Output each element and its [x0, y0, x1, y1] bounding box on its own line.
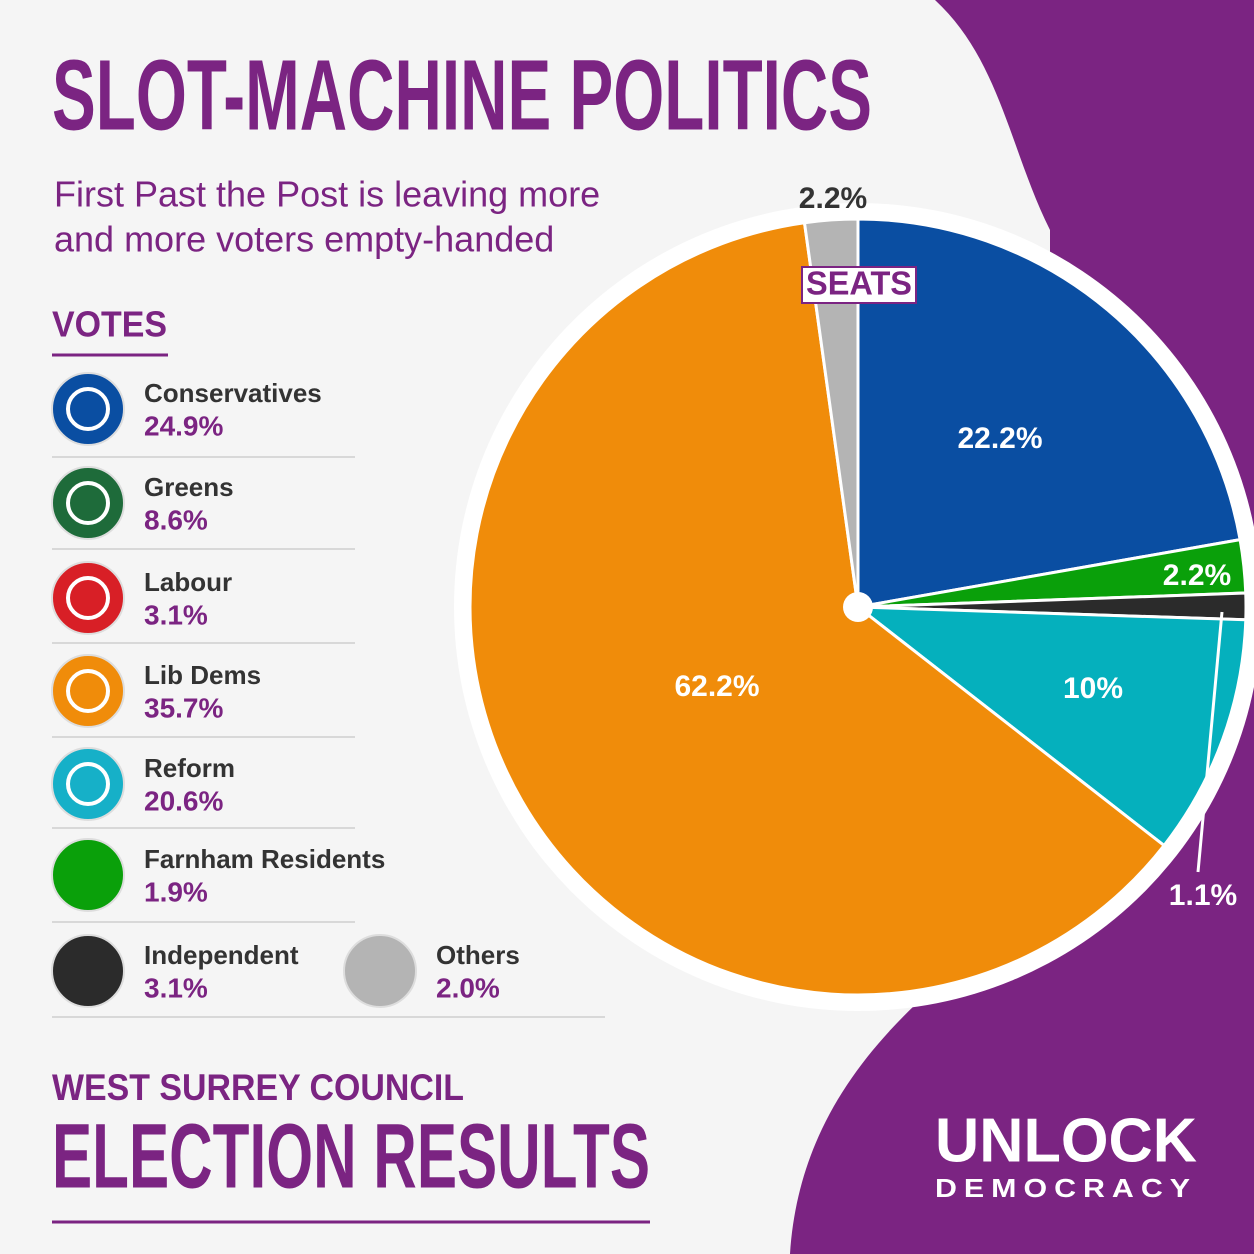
party-vote-share: 24.9%: [144, 410, 223, 441]
subtitle: and more voters empty-handed: [54, 219, 554, 260]
footer-headline: ELECTION RESULTS: [52, 1105, 650, 1207]
slice-label: 2.2%: [1163, 559, 1231, 592]
legend: Conservatives24.9%Greens8.6%Labour3.1%Li…: [51, 372, 605, 1018]
party-name: Lib Dems: [144, 660, 261, 690]
party-logo: [51, 838, 125, 912]
party-logo: [51, 466, 125, 540]
slice-label: 22.2%: [957, 422, 1042, 455]
party-vote-share: 2.0%: [436, 972, 500, 1003]
party-name: Farnham Residents: [144, 844, 385, 874]
pie-slice: [856, 217, 1242, 609]
legend-title: VOTES: [52, 304, 167, 345]
brand-tagline: DEMOCRACY: [935, 1173, 1197, 1203]
party-name: Labour: [144, 567, 232, 597]
party-vote-share: 3.1%: [144, 599, 208, 630]
party-name: Greens: [144, 472, 234, 502]
subtitle: First Past the Post is leaving more: [54, 174, 600, 215]
seats-box: [801, 266, 917, 304]
slice-label: 10%: [1063, 672, 1123, 705]
title: SLOT-MACHINE POLITICS: [52, 39, 872, 151]
purple-panel: [790, 0, 1254, 1254]
party-vote-share: 3.1%: [144, 972, 208, 1003]
logo-emblem: [66, 576, 110, 620]
party-logo: [51, 747, 125, 821]
pie-slice: [468, 221, 1167, 997]
party-logo: [51, 654, 125, 728]
pie-slice: [853, 605, 1248, 848]
logo-emblem: [66, 762, 110, 806]
pie-label: SEATS: [806, 265, 912, 302]
party-name: Others: [436, 940, 520, 970]
pie-center: [843, 592, 873, 622]
footer-kicker: WEST SURREY COUNCIL: [52, 1067, 464, 1108]
pie-slice: [802, 217, 860, 608]
party-name: Reform: [144, 753, 235, 783]
logo-emblem: [66, 481, 110, 525]
party-logo: [343, 934, 417, 1008]
party-vote-share: 8.6%: [144, 504, 208, 535]
party-logo: [51, 934, 125, 1008]
party-logo: [51, 561, 125, 635]
slice-label: 2.2%: [799, 182, 867, 215]
party-vote-share: 35.7%: [144, 692, 223, 723]
pie: 22.2% 2.2% 1.1% 10% 62.2% 2.2%: [468, 182, 1248, 997]
party-name: Conservatives: [144, 378, 322, 408]
party-name: Independent: [144, 940, 299, 970]
party-vote-share: 1.9%: [144, 876, 208, 907]
slice-label: 62.2%: [674, 670, 759, 703]
slice-label: 1.1%: [1169, 879, 1237, 912]
brand-name: UNLOCK: [935, 1106, 1197, 1175]
logo-emblem: [66, 669, 110, 713]
logo-emblem: [66, 387, 110, 431]
party-logo: [51, 372, 125, 446]
party-vote-share: 20.6%: [144, 785, 223, 816]
leader-line: [1196, 611, 1224, 873]
